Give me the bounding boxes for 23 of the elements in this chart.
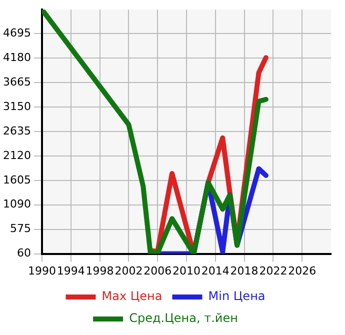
x-tick-label: 1994	[56, 264, 85, 278]
y-tick-label: 2635	[2, 124, 31, 138]
legend-label: Max Цена	[102, 289, 162, 304]
x-tick-label: 1998	[86, 264, 114, 278]
x-tick-label: 2018	[230, 264, 258, 278]
x-tick-label: 2002	[114, 264, 143, 278]
x-tick-label: 2026	[288, 264, 316, 278]
x-tick-label: 1990	[28, 264, 56, 278]
x-tick-label: 2022	[259, 264, 288, 278]
y-tick-label: 4180	[2, 50, 31, 64]
y-tick-label: 3665	[2, 75, 31, 88]
y-tick-label: 2120	[2, 148, 31, 162]
legend-label: Min Цена	[208, 289, 266, 304]
y-tick-label: 4695	[2, 26, 31, 40]
x-tick-label: 2006	[144, 264, 172, 278]
y-tick-label: 3150	[2, 100, 31, 113]
y-tick-label: 575	[10, 222, 31, 236]
y-tick-label: 1605	[2, 173, 31, 186]
y-tick-label: 1090	[2, 198, 31, 211]
y-tick-label: 60	[16, 246, 31, 260]
x-tick-label: 2010	[172, 264, 200, 278]
legend-label: Сред.Цена, т.йен	[129, 311, 238, 326]
x-tick-label: 2014	[201, 264, 230, 278]
